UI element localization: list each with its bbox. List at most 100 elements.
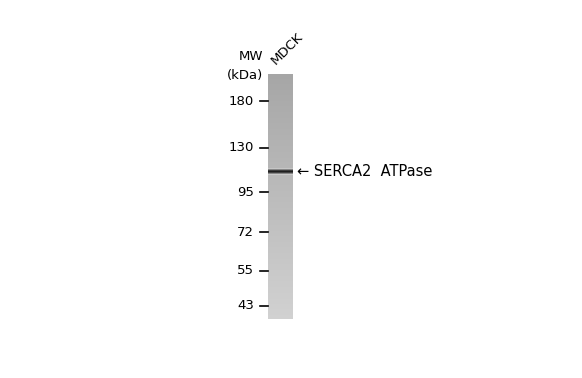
- Bar: [268, 241, 293, 242]
- Bar: [268, 267, 293, 268]
- Bar: [268, 289, 293, 290]
- Text: 130: 130: [229, 141, 254, 154]
- Text: 72: 72: [237, 226, 254, 239]
- Text: 43: 43: [237, 299, 254, 312]
- Bar: [268, 173, 293, 174]
- Bar: [268, 215, 293, 216]
- Bar: [268, 256, 293, 257]
- Bar: [268, 273, 293, 274]
- Bar: [268, 130, 293, 131]
- Bar: [268, 183, 293, 184]
- Bar: [268, 146, 293, 147]
- Bar: [268, 147, 293, 148]
- Bar: [268, 120, 293, 121]
- Bar: [268, 154, 293, 155]
- Bar: [268, 246, 293, 247]
- Bar: [268, 100, 293, 101]
- Bar: [268, 259, 293, 260]
- Bar: [268, 314, 293, 315]
- Bar: [268, 201, 293, 202]
- Bar: [268, 199, 293, 200]
- Bar: [268, 217, 293, 218]
- Bar: [268, 239, 293, 240]
- Bar: [268, 302, 293, 303]
- Bar: [268, 276, 293, 277]
- Bar: [268, 91, 293, 92]
- Bar: [268, 107, 293, 108]
- Bar: [268, 180, 293, 181]
- Bar: [268, 135, 293, 136]
- Bar: [268, 233, 293, 234]
- Bar: [268, 169, 293, 170]
- Bar: [268, 252, 293, 253]
- Bar: [268, 300, 293, 301]
- Bar: [268, 229, 293, 230]
- Bar: [268, 254, 293, 256]
- Text: MW: MW: [239, 50, 263, 64]
- Bar: [268, 159, 293, 160]
- Bar: [268, 158, 293, 159]
- Bar: [268, 250, 293, 251]
- Bar: [268, 194, 293, 195]
- Bar: [268, 305, 293, 306]
- Bar: [268, 235, 293, 236]
- Bar: [268, 272, 293, 273]
- Bar: [268, 278, 293, 279]
- Bar: [268, 309, 293, 310]
- Bar: [268, 307, 293, 308]
- Bar: [268, 85, 293, 86]
- Bar: [268, 287, 293, 288]
- Bar: [268, 77, 293, 78]
- Bar: [268, 137, 293, 138]
- Bar: [268, 187, 293, 188]
- Bar: [268, 310, 293, 311]
- Bar: [268, 142, 293, 143]
- Bar: [268, 128, 293, 129]
- Bar: [268, 89, 293, 90]
- Bar: [268, 221, 293, 222]
- Bar: [268, 224, 293, 225]
- Bar: [268, 263, 293, 264]
- Bar: [268, 214, 293, 215]
- Bar: [268, 172, 293, 173]
- Bar: [268, 148, 293, 149]
- Bar: [268, 185, 293, 186]
- Bar: [268, 313, 293, 314]
- Bar: [268, 202, 293, 203]
- Bar: [268, 80, 293, 81]
- Bar: [268, 205, 293, 206]
- Bar: [268, 212, 293, 213]
- Bar: [268, 127, 293, 128]
- Bar: [268, 213, 293, 214]
- Bar: [268, 285, 293, 287]
- Bar: [268, 236, 293, 237]
- Bar: [268, 298, 293, 299]
- Bar: [268, 248, 293, 249]
- Bar: [268, 269, 293, 270]
- Bar: [268, 149, 293, 150]
- Bar: [268, 206, 293, 207]
- Bar: [268, 265, 293, 266]
- Bar: [268, 197, 293, 198]
- Bar: [268, 174, 293, 175]
- Bar: [268, 227, 293, 228]
- Bar: [268, 293, 293, 294]
- Bar: [268, 79, 293, 80]
- Bar: [268, 270, 293, 271]
- Bar: [268, 222, 293, 223]
- Bar: [268, 105, 293, 106]
- Bar: [268, 196, 293, 197]
- Bar: [268, 188, 293, 189]
- Bar: [268, 134, 293, 135]
- Bar: [268, 132, 293, 133]
- Bar: [268, 143, 293, 144]
- Bar: [268, 176, 293, 177]
- Bar: [268, 81, 293, 82]
- Bar: [268, 231, 293, 232]
- Bar: [268, 152, 293, 153]
- Bar: [268, 230, 293, 231]
- Bar: [268, 306, 293, 307]
- Bar: [268, 87, 293, 88]
- Bar: [268, 153, 293, 154]
- Bar: [268, 74, 293, 75]
